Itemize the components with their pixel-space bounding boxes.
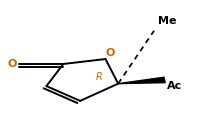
Text: Ac: Ac	[167, 81, 182, 91]
Text: O: O	[8, 59, 17, 69]
Text: Me: Me	[158, 16, 177, 26]
Text: R: R	[96, 72, 103, 83]
Polygon shape	[118, 77, 165, 84]
Text: O: O	[105, 48, 114, 58]
